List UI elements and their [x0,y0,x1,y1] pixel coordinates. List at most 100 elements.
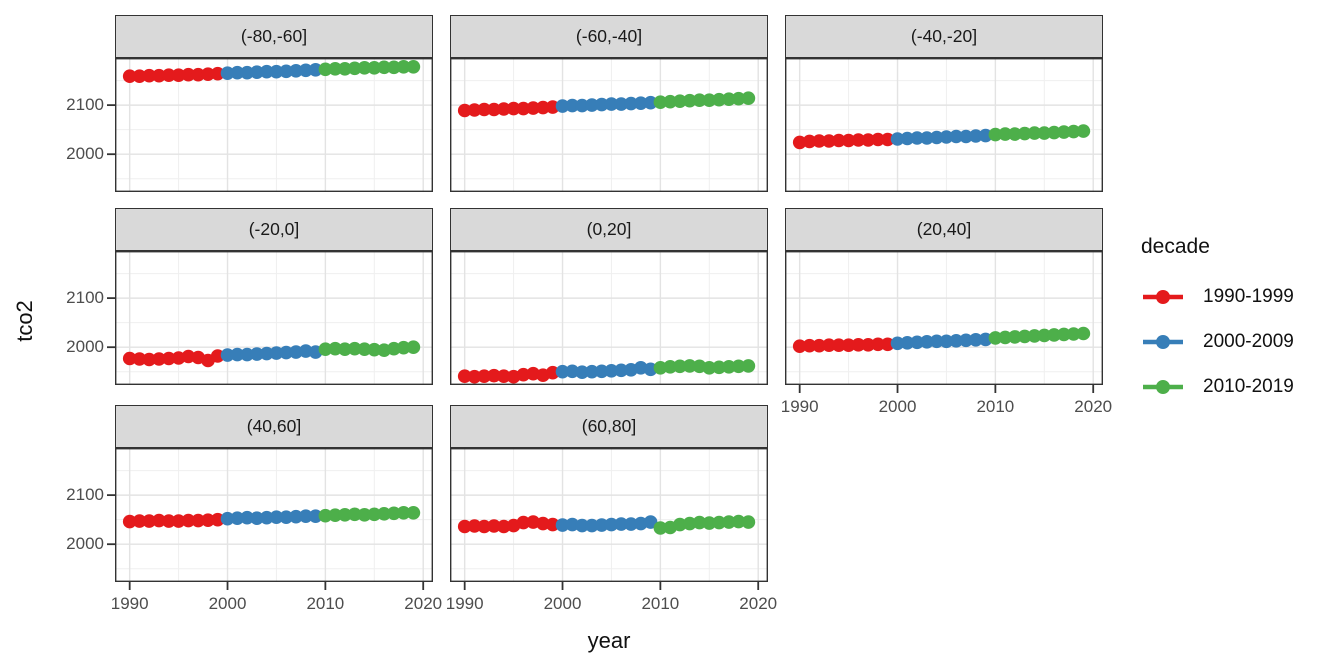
data-point [822,134,836,148]
legend-key-line-point-icon [1143,380,1183,394]
data-point [347,507,362,522]
data-point [653,521,668,535]
legend-key-line-point-icon [1143,335,1183,349]
data-point [1057,327,1071,342]
facet-strip-label: (-60,-40] [575,26,643,46]
facet-strip-label: (-80,-60] [240,26,308,46]
data-point [565,517,580,532]
data-point [624,517,638,531]
data-point [152,352,166,366]
data-point [614,363,628,378]
facet-strip-label: (0,20] [586,219,632,239]
data-point [949,334,963,348]
data-point [910,131,924,145]
data-point [122,351,137,366]
data-point [841,133,856,148]
data-point [1076,326,1091,341]
legend-entry-label: 2000-2009 [1203,331,1294,352]
facet-strip-label: (20,40] [916,219,972,239]
data-point [338,342,352,356]
data-point [880,132,895,147]
data-point [230,511,245,525]
data-point [357,342,372,356]
data-point [152,513,166,528]
data-point [545,517,560,532]
data-point [308,509,323,523]
legend-key-line-point-icon [1143,290,1183,304]
facet-panel [449,57,769,193]
data-point [731,91,746,106]
data-point [702,93,717,107]
facet-panel [449,447,769,590]
x-tick-label: 2010 [641,594,680,613]
data-point [171,68,186,82]
x-tick-label: 1990 [445,594,484,613]
data-point [575,98,589,113]
data-point [250,65,264,79]
data-point [614,97,628,111]
data-point [269,64,284,79]
data-point [367,507,382,522]
data-point [289,64,303,78]
data-point [861,133,875,147]
facet-strip: (-20,0] [115,208,433,251]
data-point [250,347,264,361]
x-axis-title: year [587,628,631,653]
data-point [624,96,638,111]
data-point [969,333,983,347]
data-point [1008,330,1022,344]
facet-panel [107,447,434,590]
data-point [506,101,521,116]
data-point [1027,329,1042,343]
data-point [210,349,225,363]
data-point [643,95,658,110]
data-point [673,517,687,532]
data-point [1017,329,1032,344]
data-point [526,101,540,115]
data-point [477,519,491,534]
data-point [832,338,846,352]
facet-strip-label: (40,60] [246,416,302,436]
data-point [1017,126,1032,141]
y-tick-label: 2100 [66,95,104,115]
data-point [585,364,599,379]
data-point [604,517,619,532]
data-point [712,515,726,530]
data-point [673,94,687,108]
facet-strip-label: (-40,-20] [910,26,978,46]
data-point [269,510,284,524]
data-point [516,101,531,116]
data-point [712,360,726,375]
facet-strip: (20,40] [785,208,1103,251]
data-point [1008,127,1022,141]
data-point [318,62,333,77]
data-point [959,333,973,348]
data-point [731,359,746,374]
data-point [387,60,401,75]
data-point [555,99,570,113]
data-point [929,334,944,349]
facet-strip: (-80,-60] [115,15,433,58]
data-point [230,347,245,362]
facet-strip: (0,20] [450,208,768,251]
data-point [328,341,342,356]
data-point [812,134,826,148]
data-point [702,361,717,375]
data-point [328,62,342,76]
data-point [741,91,756,105]
data-point [1076,124,1091,138]
data-point [802,338,817,353]
data-point [516,367,531,382]
y-tick-label: 2000 [66,144,104,164]
data-point [477,369,491,383]
data-point [900,131,915,146]
data-point [230,65,245,80]
data-point [387,506,401,521]
data-point [594,518,609,532]
data-point [181,67,196,82]
legend-entry-label: 1990-1999 [1203,286,1294,307]
x-tick-label: 2020 [404,594,443,613]
data-point [545,100,560,114]
data-point [871,337,885,352]
